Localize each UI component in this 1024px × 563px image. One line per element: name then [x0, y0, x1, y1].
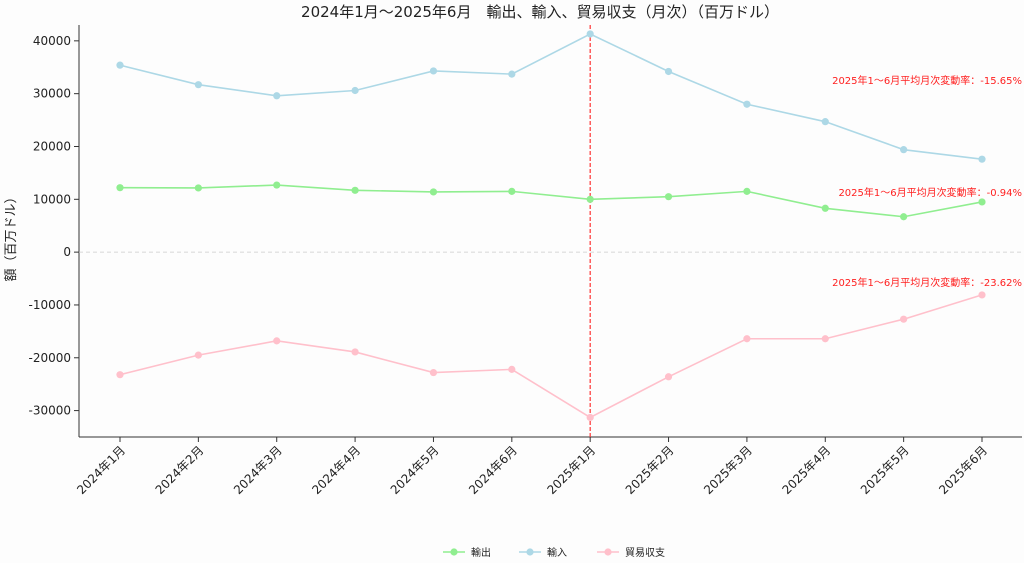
series-line	[119, 33, 983, 160]
y-tick-label: 40000	[33, 34, 71, 48]
data-point	[900, 315, 908, 323]
data-point	[508, 187, 516, 195]
legend: 輸出 輸入 貿易収支	[443, 546, 665, 559]
legend-swatch-marker	[526, 548, 534, 556]
y-tick-label: -30000	[28, 404, 71, 418]
data-point	[978, 291, 986, 299]
y-axis-label: 額（百万ドル）	[4, 190, 19, 281]
data-point	[116, 371, 124, 379]
series-line	[119, 184, 983, 218]
data-point	[429, 368, 438, 377]
legend-label: 輸入	[547, 546, 567, 559]
data-point	[194, 184, 202, 192]
y-tick-label: 30000	[33, 87, 71, 101]
x-tick-label: 2025年6月	[936, 443, 990, 497]
y-ticks: -30000 -20000 -10000 0 10000 20000 30000 40000	[28, 34, 1022, 418]
data-point	[351, 348, 359, 356]
data-point	[351, 186, 359, 194]
x-tick-label: 2024年6月	[466, 443, 520, 497]
data-point	[664, 67, 673, 76]
data-point	[273, 337, 281, 345]
legend-swatch-marker	[604, 548, 612, 556]
y-tick-label: 0	[63, 245, 71, 259]
data-point	[351, 86, 359, 95]
data-point	[194, 351, 202, 359]
data-point	[508, 365, 516, 373]
legend-label: 輸出	[471, 546, 491, 559]
data-point	[429, 188, 438, 196]
annotation-text: 2025年1～6月平均月次変動率：-0.94%	[838, 186, 1022, 199]
x-tick-label: 2025年4月	[780, 443, 834, 497]
annotation-text: 2025年1～6月平均月次変動率：-23.62%	[832, 276, 1022, 289]
x-tick-label: 2025年1月	[544, 443, 598, 497]
legend-swatch-marker	[450, 548, 458, 556]
data-point	[194, 81, 202, 89]
chart-title: 2024年1月～2025年6月 輸出、輸入、貿易収支（月次）（百万ドル）	[301, 3, 779, 21]
x-tick-label: 2025年2月	[623, 443, 677, 497]
data-point	[116, 184, 124, 192]
data-point	[978, 198, 986, 206]
data-point	[586, 195, 594, 203]
data-point	[586, 30, 594, 38]
x-tick-label: 2025年3月	[701, 443, 755, 497]
data-point	[900, 213, 908, 221]
data-point	[116, 61, 124, 69]
data-point	[273, 92, 281, 100]
data-point	[900, 146, 908, 154]
legend-label: 貿易収支	[625, 547, 665, 559]
data-point	[743, 187, 751, 195]
x-tick-label: 2024年2月	[153, 443, 207, 497]
x-tick-label: 2024年1月	[74, 443, 128, 497]
data-point	[586, 413, 594, 422]
x-ticks: 2024年1月 2024年2月 2024年3月 2024年4月 2024年5月 2024年…	[74, 437, 990, 497]
x-tick-label: 2024年5月	[388, 443, 442, 497]
data-point	[429, 67, 438, 75]
data-point	[273, 181, 281, 189]
data-point	[508, 70, 516, 78]
y-tick-label: -10000	[28, 298, 71, 312]
data-point	[664, 373, 673, 381]
x-tick-label: 2024年4月	[309, 443, 363, 497]
data-point	[821, 204, 829, 212]
y-tick-label: -20000	[28, 351, 71, 365]
data-point	[821, 118, 829, 126]
annotation-text: 2025年1～6月平均月次変動率：-15.65%	[832, 74, 1022, 87]
series-layer	[116, 25, 986, 437]
x-tick-label: 2024年3月	[231, 443, 285, 497]
data-point	[664, 193, 673, 201]
y-tick-label: 10000	[33, 192, 71, 206]
series-line	[119, 294, 983, 419]
data-point	[821, 335, 829, 343]
y-tick-label: 20000	[33, 139, 71, 153]
annotation-layer: 2025年1～6月平均月次変動率：-15.65% 2025年1～6月平均月次変動率…	[832, 74, 1022, 289]
x-tick-label: 2025年5月	[858, 443, 912, 497]
data-point	[978, 155, 986, 163]
data-point	[743, 335, 751, 343]
data-point	[743, 100, 751, 108]
